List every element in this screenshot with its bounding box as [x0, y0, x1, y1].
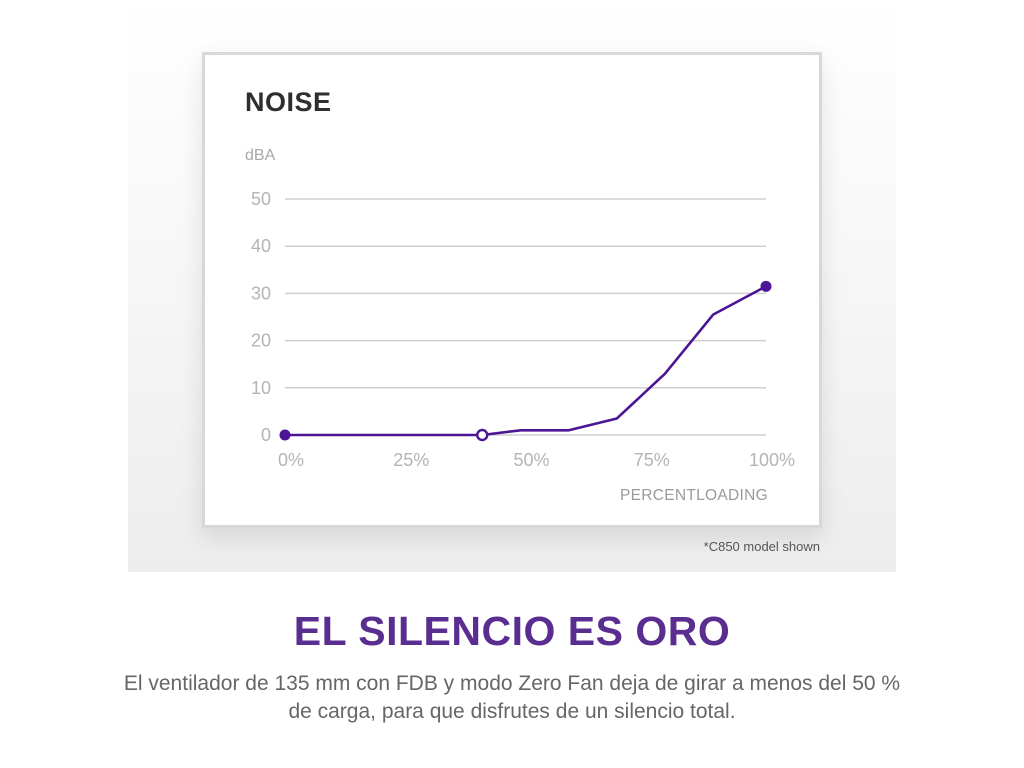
footnote: *C850 model shown [703, 539, 820, 554]
data-point [760, 280, 772, 292]
y-tick-label: 20 [251, 331, 271, 351]
chart-title: NOISE [245, 87, 332, 117]
x-tick-label: 50% [513, 450, 549, 470]
y-axis-unit-label: dBA [245, 147, 276, 164]
y-tick-label: 40 [251, 236, 271, 256]
x-tick-label: 0% [278, 450, 304, 470]
y-tick-label: 30 [251, 283, 271, 303]
x-tick-label: 25% [393, 450, 429, 470]
y-tick-label: 10 [251, 378, 271, 398]
noise-chart: 0 10 20 30 40 50 0% 25% 50% 75% 100% PERCENTLOADING [251, 189, 795, 504]
y-tick-label: 0 [261, 425, 271, 445]
x-axis-label: PERCENTLOADING [620, 487, 768, 504]
zero-fan-threshold-point [476, 428, 489, 442]
y-tick-label: 50 [251, 189, 271, 209]
x-tick-label: 75% [634, 450, 670, 470]
headline: EL SILENCIO ES ORO [293, 608, 731, 654]
description: El ventilador de 135 mm con FDB y modo Z… [123, 672, 901, 723]
chart-card: NOISE dBA 0 10 20 30 40 50 0% 25% 50% 75% 100% PERC… [202, 52, 822, 528]
x-tick-label: 100% [749, 450, 795, 470]
data-point [279, 429, 291, 441]
noise-series-line [283, 285, 768, 437]
